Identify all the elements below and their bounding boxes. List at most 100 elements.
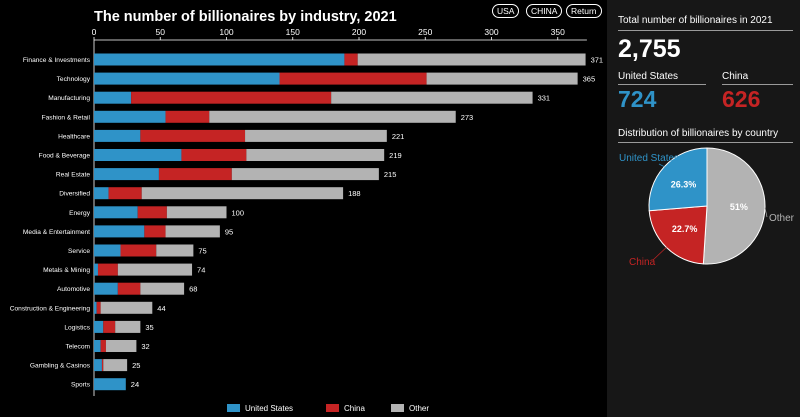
- bar-segment-other: [426, 72, 578, 85]
- divider: [618, 30, 793, 31]
- bar-segment-united-states: [94, 378, 126, 391]
- bar-segment-other: [209, 110, 456, 123]
- bar-segment-china: [344, 53, 358, 66]
- bar-segment-other: [231, 168, 379, 181]
- divider: [618, 142, 793, 143]
- legend-swatch: [391, 404, 404, 412]
- pie-outer-label: United States: [619, 153, 679, 164]
- legend-label: China: [344, 404, 365, 413]
- bar-segment-china: [100, 340, 106, 352]
- bar-segment-china: [108, 187, 142, 200]
- bar-segment-china: [117, 282, 141, 295]
- bar-segment-other: [115, 320, 141, 333]
- bar-segment-china: [96, 301, 101, 314]
- category-label: Metals & Mining: [43, 267, 90, 274]
- bar-segment-united-states: [94, 206, 138, 219]
- pie-title: Distribution of billionaires by country: [618, 128, 779, 139]
- bar-segment-united-states: [94, 149, 182, 161]
- us-value: 724: [618, 86, 657, 112]
- total-label: 331: [538, 94, 551, 103]
- bar-segment-china: [103, 320, 116, 333]
- total-label: 365: [583, 75, 596, 84]
- usa-button[interactable]: USA: [492, 4, 520, 18]
- bar-segment-other: [141, 187, 344, 200]
- pie-outer-label: China: [629, 257, 656, 268]
- total-label: 188: [348, 189, 361, 198]
- total-label: 25: [132, 361, 140, 370]
- total-label: 215: [384, 170, 397, 179]
- total-label: 95: [225, 227, 233, 236]
- bar-chart: 0 50 100 150 200 250 300 350 Finance & Investmen…: [10, 27, 604, 413]
- pie-slice-united-states: [648, 147, 708, 212]
- bar-segment-other: [140, 282, 185, 295]
- bar-segment-united-states: [94, 320, 104, 333]
- total-label: 273: [461, 113, 474, 122]
- total-label: 32: [141, 342, 149, 351]
- bar-segment-united-states: [94, 91, 132, 104]
- total-label: 219: [389, 151, 402, 160]
- category-label: Automotive: [57, 286, 90, 293]
- category-label: Service: [68, 248, 90, 255]
- category-label: Healthcare: [58, 133, 90, 140]
- pie-value-label: 26.3%: [671, 179, 697, 189]
- total-value: 2,755: [618, 35, 681, 63]
- bar-segment-china: [131, 91, 332, 104]
- x-tick-label: 250: [418, 27, 432, 37]
- category-label: Construction & Engineering: [10, 305, 91, 312]
- bar-segment-united-states: [94, 53, 345, 66]
- legend-swatch: [227, 404, 240, 412]
- category-label: Finance & Investments: [23, 57, 91, 64]
- divider: [618, 84, 706, 85]
- bar-segment-united-states: [94, 110, 166, 123]
- chart-panel: 0 50 100 150 200 250 300 350 Finance & Investmen…: [9, 4, 604, 413]
- category-label: Sports: [71, 382, 91, 389]
- bar-segment-other: [156, 244, 194, 257]
- bar-segment-china: [97, 263, 118, 276]
- bar-segment-china: [165, 110, 210, 123]
- bar-segment-other: [331, 91, 533, 104]
- bar-segment-united-states: [94, 263, 98, 276]
- us-label: United States: [618, 71, 679, 82]
- pie-value-label: 22.7%: [672, 224, 698, 234]
- x-tick-label: 150: [286, 27, 300, 37]
- legend-label: Other: [409, 404, 429, 413]
- total-label: 44: [157, 304, 165, 313]
- bar-segment-other: [103, 359, 128, 372]
- pie-slice-other: [702, 147, 766, 265]
- bar-segment-other: [105, 340, 137, 352]
- bar-segment-other: [166, 206, 227, 219]
- bar-segment-china: [158, 168, 232, 181]
- bar-segment-united-states: [94, 187, 109, 200]
- return-button[interactable]: Return: [566, 4, 602, 18]
- category-label: Real Estate: [56, 172, 90, 179]
- bar-segment-united-states: [94, 72, 280, 85]
- bar-segment-united-states: [94, 225, 145, 238]
- x-tick-label: 300: [484, 27, 498, 37]
- pie-value-label: 51%: [730, 202, 748, 212]
- total-label: 371: [591, 56, 604, 65]
- x-tick-label: 200: [352, 27, 366, 37]
- total-label: 100: [232, 208, 245, 217]
- category-label: Media & Entertainment: [23, 229, 90, 236]
- pie-leader-line: [764, 207, 768, 218]
- total-label: 35: [145, 323, 153, 332]
- x-tick-label: 100: [219, 27, 233, 37]
- summary-panel: Total number of billionaires in 2021 2,7…: [607, 0, 800, 417]
- bar-segment-united-states: [94, 129, 141, 142]
- total-label: 24: [131, 380, 139, 389]
- legend-label: United States: [245, 404, 293, 413]
- bar-segment-china: [144, 225, 166, 238]
- bar-segment-china: [140, 129, 246, 142]
- pie-outer-label: Other: [769, 213, 795, 224]
- category-label: Fashion & Retail: [42, 114, 91, 121]
- bar-segment-other: [117, 263, 193, 276]
- china-button[interactable]: CHINA: [526, 4, 563, 18]
- x-tick-label: 0: [92, 27, 97, 37]
- total-label: 75: [198, 247, 206, 256]
- bar-segment-china: [279, 72, 427, 85]
- bar-segment-united-states: [94, 282, 118, 295]
- bar-segment-other: [357, 53, 586, 66]
- pie-leader-line: [658, 163, 665, 168]
- bar-segment-united-states: [94, 301, 97, 314]
- total-label: Total number of billionaires in 2021: [618, 15, 773, 26]
